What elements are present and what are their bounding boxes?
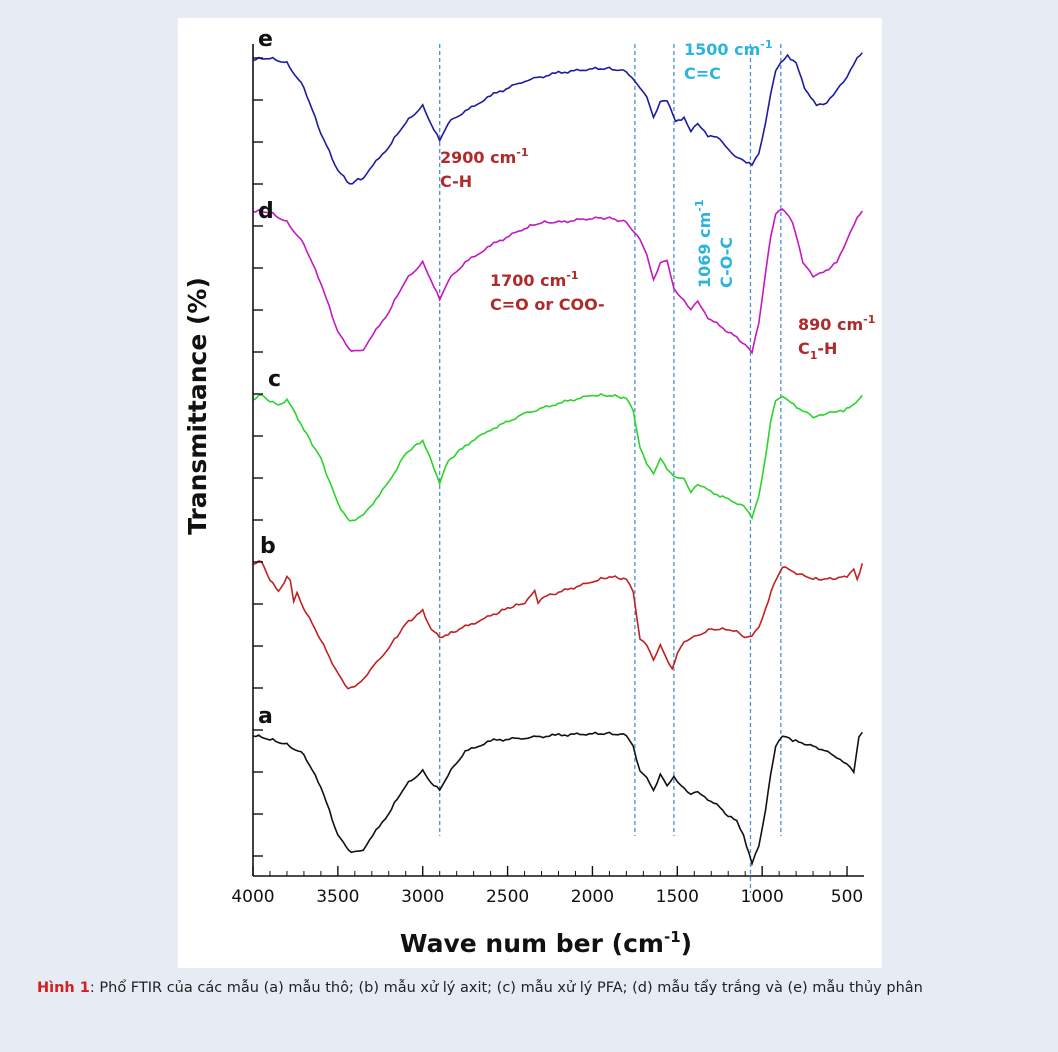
series-label-a: a: [258, 704, 273, 729]
ann-1500-group: C=C: [684, 64, 721, 83]
annotation-1069: 1069 cm-1C-O-C: [693, 200, 736, 289]
figure-caption: Hình 1: Phổ FTIR của các mẫu (a) mẫu thô…: [37, 978, 1037, 999]
annotations: 2900 cm-1 C-H 1700 cm-1 C=O or COO- 1500 cm-…: [440, 38, 875, 362]
series-labels: e d c b a: [258, 27, 281, 729]
ann-1700-wavenumber: 1700 cm-1: [490, 269, 579, 290]
x-tick-label-2000: 2000: [571, 887, 614, 907]
series-label-d: d: [258, 199, 274, 224]
caption-label: Hình 1: [37, 980, 90, 996]
annotation-890: 890 cm-1 C1-H: [798, 313, 875, 362]
x-tick-label-500: 500: [831, 887, 863, 907]
x-tick-label-3000: 3000: [401, 887, 444, 907]
x-tick-label-1500: 1500: [656, 887, 699, 907]
series-label-e: e: [258, 27, 273, 52]
ann-1069-group: C-O-C: [717, 237, 736, 288]
axes: [252, 44, 864, 877]
ann-1069-wavenumber: 1069 cm-1: [693, 200, 714, 289]
annotation-1700: 1700 cm-1 C=O or COO-: [490, 269, 605, 314]
ftir-chart: 4000 3500 3000 2500 2000 1500 1000 500 e d c b a 29…: [183, 27, 875, 958]
ann-2900-wavenumber: 2900 cm-1: [440, 146, 529, 167]
figure-panel: 4000 3500 3000 2500 2000 1500 1000 500 e d c b a 29…: [178, 18, 882, 968]
series-c-line: [252, 392, 863, 522]
x-tick-label-4000: 4000: [231, 887, 274, 907]
x-ticks: 4000 3500 3000 2500 2000 1500 1000 500: [231, 866, 863, 907]
series-b-line: [252, 560, 864, 690]
series-e-line: [252, 52, 863, 185]
x-tick-label-2500: 2500: [486, 887, 529, 907]
series-label-c: c: [268, 367, 281, 392]
guide-lines: [439, 44, 782, 893]
ann-1700-group: C=O or COO-: [490, 295, 605, 314]
y-axis-label: Transmittance (%): [183, 277, 212, 535]
ann-2900-group: C-H: [440, 172, 472, 191]
x-tick-label-1000: 1000: [741, 887, 784, 907]
ann-1500-wavenumber: 1500 cm-1: [684, 38, 773, 59]
series-a-line: [252, 731, 863, 867]
x-tick-label-3500: 3500: [316, 887, 359, 907]
spectra-series: [252, 52, 864, 867]
ann-890-wavenumber: 890 cm-1: [798, 313, 875, 334]
series-label-b: b: [260, 534, 276, 559]
x-axis-label: Wave num ber (cm-1): [400, 928, 692, 958]
series-d-line: [253, 208, 863, 355]
annotation-1500: 1500 cm-1 C=C: [684, 38, 773, 83]
caption-text: : Phổ FTIR của các mẫu (a) mẫu thô; (b) …: [89, 980, 923, 996]
ann-890-group: C1-H: [798, 339, 837, 362]
annotation-2900: 2900 cm-1 C-H: [440, 146, 529, 191]
